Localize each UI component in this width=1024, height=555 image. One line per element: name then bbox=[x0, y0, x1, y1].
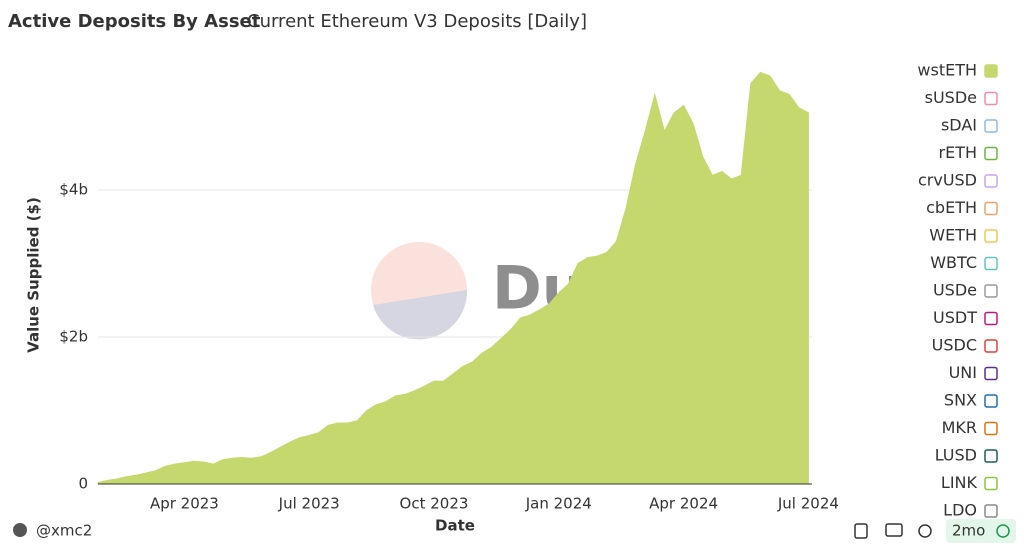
legend-label[interactable]: WBTC bbox=[930, 253, 977, 272]
legend-swatch bbox=[984, 284, 998, 298]
legend-swatch bbox=[984, 174, 998, 188]
legend-label[interactable]: SNX bbox=[944, 391, 977, 410]
legend-label[interactable]: USDT bbox=[933, 308, 977, 327]
legend-label[interactable]: LINK bbox=[941, 473, 978, 492]
embed-icon[interactable] bbox=[854, 523, 868, 539]
chart-title: Active Deposits By Asset bbox=[8, 11, 261, 32]
plot: 0 $2b $4b Apr 2023 Jul 2023 Oct 2023 Jan 2024 A… bbox=[59, 61, 998, 520]
legend-swatch bbox=[984, 449, 998, 463]
y-tick-label: 0 bbox=[78, 475, 88, 493]
legend-label[interactable]: UNI bbox=[949, 363, 977, 382]
x-tick-label: Apr 2024 bbox=[649, 495, 718, 513]
legend-label[interactable]: USDe bbox=[933, 281, 977, 300]
legend-swatch bbox=[984, 146, 998, 161]
legend-label[interactable]: rETH bbox=[939, 143, 978, 162]
verified-icon bbox=[996, 524, 1010, 538]
legend-label[interactable]: WETH bbox=[929, 226, 977, 245]
legend-label[interactable]: crvUSD bbox=[918, 171, 977, 190]
age-badge[interactable] bbox=[946, 519, 1016, 543]
legend-swatch bbox=[984, 229, 998, 243]
legend-swatch bbox=[984, 339, 998, 353]
x-tick-label: Apr 2023 bbox=[150, 495, 219, 513]
refresh-icon[interactable] bbox=[918, 524, 932, 538]
x-tick-label: Jul 2023 bbox=[278, 495, 340, 513]
legend-swatch bbox=[984, 201, 998, 216]
legend-label[interactable]: USDC bbox=[932, 336, 977, 355]
y-axis-label: Value Supplied ($) bbox=[25, 197, 43, 353]
screenshot-icon[interactable] bbox=[885, 523, 903, 537]
age: 2mo bbox=[952, 522, 985, 540]
legend-label[interactable]: LUSD bbox=[935, 446, 977, 465]
legend-label[interactable]: sDAI bbox=[941, 116, 977, 135]
x-axis-label: Date bbox=[435, 517, 475, 535]
legend-label[interactable]: cbETH bbox=[926, 198, 977, 217]
y-tick-label: $4b bbox=[59, 181, 88, 199]
author[interactable]: @xmc2 bbox=[36, 522, 92, 540]
chart-subtitle: Current Ethereum V3 Deposits [Daily] bbox=[247, 11, 587, 32]
area bbox=[97, 71, 809, 485]
legend-swatch bbox=[984, 311, 998, 326]
x-tick-label: Jul 2024 bbox=[777, 495, 839, 513]
legend-swatch bbox=[984, 64, 998, 78]
legend-swatch bbox=[984, 256, 998, 271]
legend-swatch bbox=[984, 421, 998, 436]
legend-label[interactable]: MKR bbox=[942, 418, 977, 437]
legend-swatch bbox=[984, 476, 998, 491]
legend-label[interactable]: sUSDe bbox=[925, 88, 977, 107]
author-avatar bbox=[13, 523, 27, 537]
legend-swatch bbox=[984, 91, 998, 106]
legend-label[interactable]: wstETH bbox=[917, 61, 977, 80]
x-tick-label: Jan 2024 bbox=[525, 495, 592, 513]
legend-swatch bbox=[984, 366, 998, 381]
watermark-logo-lower bbox=[373, 290, 468, 340]
legend-swatch bbox=[984, 504, 998, 518]
x-tick-label: Oct 2023 bbox=[400, 495, 469, 513]
legend-swatch bbox=[984, 394, 998, 408]
legend-swatch bbox=[984, 119, 998, 133]
y-tick-label: $2b bbox=[59, 328, 88, 346]
legend-label[interactable]: LDO bbox=[943, 501, 977, 520]
